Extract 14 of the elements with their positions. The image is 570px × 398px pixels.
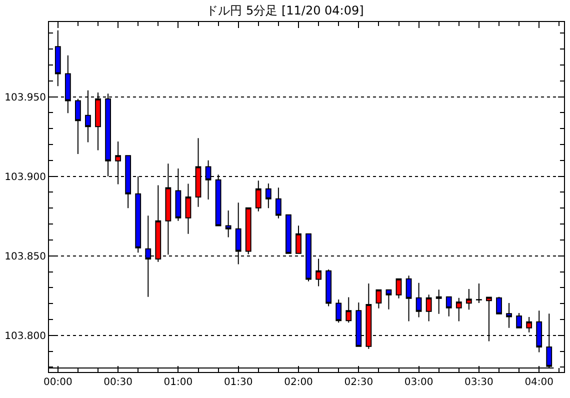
y-tick-label: 103.800 bbox=[4, 330, 46, 342]
x-tick-label: 03:00 bbox=[404, 377, 434, 388]
y-tick-label: 103.850 bbox=[4, 251, 46, 262]
chart-title: ドル円 5分足 [11/20 04:09] bbox=[206, 3, 364, 18]
y-tick-label: 103.950 bbox=[4, 92, 46, 104]
x-tick-label: 00:30 bbox=[104, 377, 132, 388]
x-tick-label: 02:30 bbox=[344, 377, 374, 388]
y-tick-label: 103.900 bbox=[4, 172, 46, 183]
x-tick-label: 02:00 bbox=[284, 377, 313, 388]
x-tick-label: 04:00 bbox=[524, 377, 554, 388]
x-tick-label: 01:00 bbox=[164, 377, 193, 388]
x-tick-label: 00:00 bbox=[43, 377, 72, 388]
x-tick-label: 01:30 bbox=[224, 377, 253, 388]
x-tick-label: 03:30 bbox=[464, 377, 494, 388]
